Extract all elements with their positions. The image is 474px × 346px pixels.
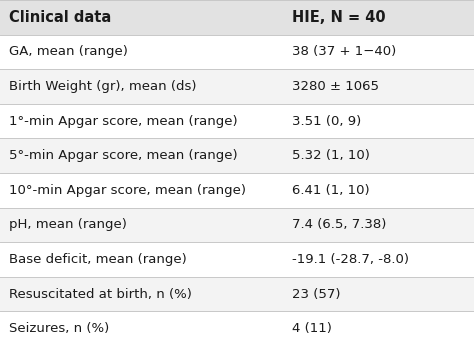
Bar — [0, 277, 474, 311]
Bar — [0, 208, 474, 242]
Text: 38 (37 + 1−40): 38 (37 + 1−40) — [292, 45, 396, 58]
Bar — [0, 104, 474, 138]
Text: 4 (11): 4 (11) — [292, 322, 331, 335]
Bar — [0, 311, 474, 346]
Bar — [0, 138, 474, 173]
Text: Seizures, n (%): Seizures, n (%) — [9, 322, 109, 335]
Bar — [0, 69, 474, 104]
Bar — [0, 242, 474, 277]
Text: 10°-min Apgar score, mean (range): 10°-min Apgar score, mean (range) — [9, 184, 246, 197]
Text: 3280 ± 1065: 3280 ± 1065 — [292, 80, 379, 93]
Text: Clinical data: Clinical data — [9, 10, 112, 25]
Text: Resuscitated at birth, n (%): Resuscitated at birth, n (%) — [9, 288, 192, 301]
Text: GA, mean (range): GA, mean (range) — [9, 45, 128, 58]
Text: 1°-min Apgar score, mean (range): 1°-min Apgar score, mean (range) — [9, 115, 238, 128]
Text: 7.4 (6.5, 7.38): 7.4 (6.5, 7.38) — [292, 218, 386, 231]
Text: 5°-min Apgar score, mean (range): 5°-min Apgar score, mean (range) — [9, 149, 238, 162]
Text: 23 (57): 23 (57) — [292, 288, 340, 301]
Text: 5.32 (1, 10): 5.32 (1, 10) — [292, 149, 369, 162]
Text: -19.1 (-28.7, -8.0): -19.1 (-28.7, -8.0) — [292, 253, 409, 266]
Text: Base deficit, mean (range): Base deficit, mean (range) — [9, 253, 187, 266]
Text: HIE, N = 40: HIE, N = 40 — [292, 10, 385, 25]
Text: 6.41 (1, 10): 6.41 (1, 10) — [292, 184, 369, 197]
Bar — [0, 35, 474, 69]
Bar — [0, 0, 474, 35]
Text: Birth Weight (gr), mean (ds): Birth Weight (gr), mean (ds) — [9, 80, 197, 93]
Text: 3.51 (0, 9): 3.51 (0, 9) — [292, 115, 361, 128]
Bar — [0, 173, 474, 208]
Text: pH, mean (range): pH, mean (range) — [9, 218, 128, 231]
